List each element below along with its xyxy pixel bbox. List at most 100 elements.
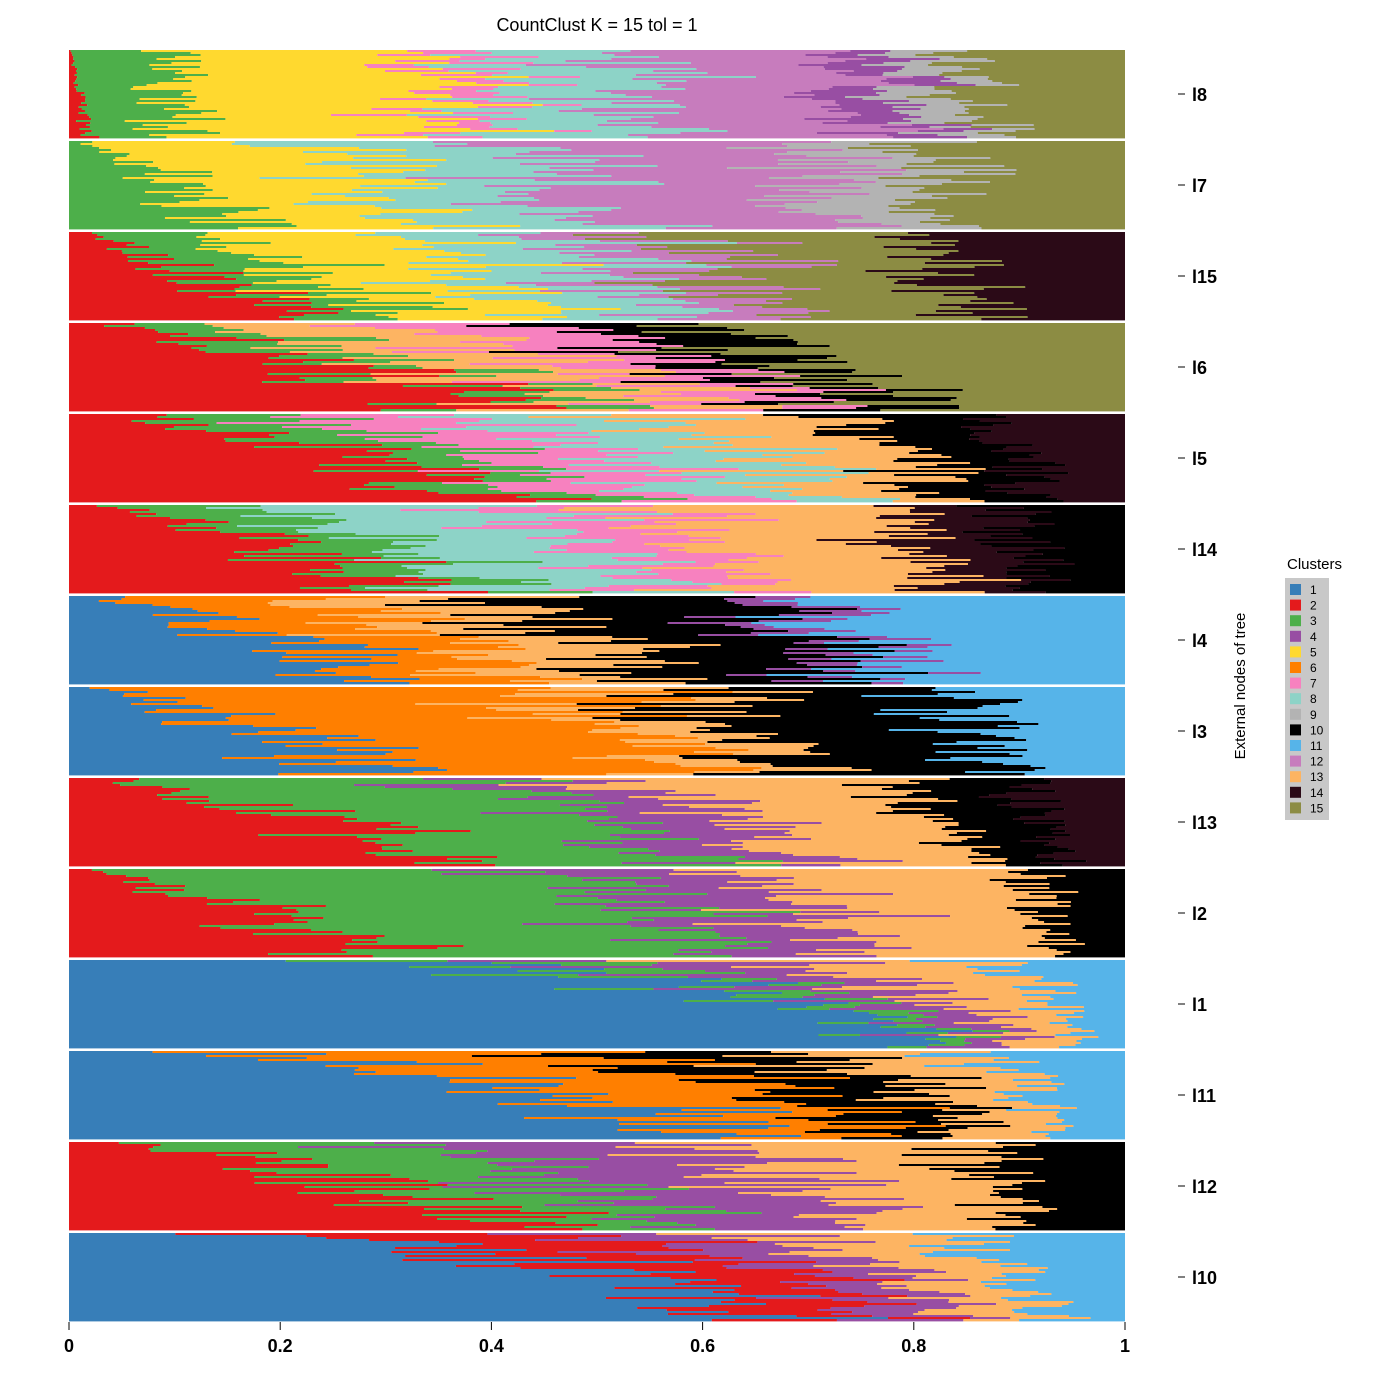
bar-segment [915, 1018, 993, 1021]
bar-segment [579, 674, 727, 677]
bar-segment [746, 711, 948, 714]
bar-segment [1050, 996, 1125, 999]
bar-segment [783, 555, 947, 558]
group-l3 [69, 687, 1125, 776]
bar-segment [967, 50, 1125, 53]
bar-segment [579, 379, 710, 382]
bar-segment [281, 1160, 535, 1163]
bar-segment [430, 280, 592, 283]
bar-segment [69, 947, 438, 950]
bar-segment [417, 462, 492, 465]
bar-segment [768, 1127, 906, 1130]
bar-segment [437, 187, 551, 190]
bar-segment [184, 187, 438, 190]
bar-segment [158, 167, 351, 170]
bar-segment [607, 810, 763, 813]
bar-segment [948, 834, 1070, 837]
bar-segment [74, 74, 209, 77]
bar-segment [252, 650, 434, 653]
bar-segment [69, 602, 116, 605]
bar-segment [958, 250, 1125, 253]
bar-segment [849, 992, 949, 995]
bar-segment [576, 1077, 850, 1080]
bar-segment [285, 219, 414, 222]
bar-segment [637, 456, 793, 459]
bar-segment [566, 217, 863, 220]
bar-segment [202, 705, 661, 708]
bar-segment [69, 517, 170, 520]
bar-segment [165, 893, 708, 896]
bar-segment [219, 808, 586, 811]
bar-segment [1007, 1299, 1125, 1302]
bar-segment [299, 442, 436, 445]
bar-segment [688, 535, 889, 538]
bar-segment [69, 1069, 355, 1072]
bar-segment [515, 242, 737, 245]
bar-segment [811, 838, 968, 841]
bar-segment [69, 784, 121, 787]
bar-segment [1086, 860, 1125, 863]
bar-segment [1024, 488, 1125, 491]
bar-segment [430, 274, 610, 277]
bar-segment [963, 171, 1125, 174]
bar-segment [582, 268, 718, 271]
bar-segment [811, 266, 975, 269]
bar-segment [915, 466, 993, 469]
bar-segment [367, 66, 429, 69]
bar-segment [793, 913, 1021, 916]
bar-segment [1055, 462, 1125, 465]
bar-segment [943, 1008, 1019, 1011]
bar-segment [1001, 1273, 1125, 1276]
bar-segment [1050, 494, 1125, 497]
bar-segment [835, 100, 909, 103]
bar-segment [243, 274, 431, 277]
bar-segment [1065, 464, 1125, 467]
bar-segment [367, 644, 519, 647]
bar-segment [638, 335, 788, 338]
bar-segment [69, 363, 263, 366]
bar-segment [552, 1095, 843, 1098]
bar-segment [897, 280, 1125, 283]
bar-segment [594, 723, 726, 726]
bar-segment [991, 545, 1125, 548]
bar-segment [612, 541, 725, 544]
bar-segment [695, 699, 805, 702]
bar-segment [69, 490, 427, 493]
bar-segment [69, 298, 310, 301]
bar-segment [255, 1162, 488, 1165]
bar-segment [448, 70, 654, 73]
bar-segment [269, 434, 338, 437]
bar-segment [419, 678, 583, 681]
bar-segment [443, 1148, 695, 1151]
bar-segment [393, 541, 613, 544]
bar-segment [556, 405, 651, 408]
bar-segment [267, 602, 485, 605]
bar-segment [69, 232, 93, 235]
bar-segment [696, 480, 833, 483]
bar-segment [423, 52, 492, 55]
bar-segment [707, 678, 881, 681]
bar-segment [891, 545, 992, 548]
bar-segment [482, 860, 783, 863]
bar-segment [1038, 1200, 1125, 1203]
bar-segment [482, 480, 551, 483]
bar-segment [929, 234, 1125, 237]
bar-segment [561, 840, 732, 843]
bar-segment [176, 282, 253, 285]
bar-segment [1006, 1283, 1125, 1286]
bar-segment [404, 132, 461, 135]
bar-segment [880, 678, 906, 681]
bar-segment [415, 670, 560, 673]
bar-segment [204, 193, 312, 196]
bar-segment [829, 310, 936, 313]
bar-segment [853, 179, 952, 182]
bar-segment [69, 519, 206, 522]
bar-segment [846, 399, 951, 402]
bar-segment [69, 1202, 409, 1205]
bar-segment [771, 436, 894, 439]
bar-segment [829, 345, 1125, 348]
bar-segment [668, 549, 899, 552]
bar-segment [971, 850, 1076, 853]
bar-segment [69, 551, 235, 554]
bar-segment [718, 887, 1050, 890]
